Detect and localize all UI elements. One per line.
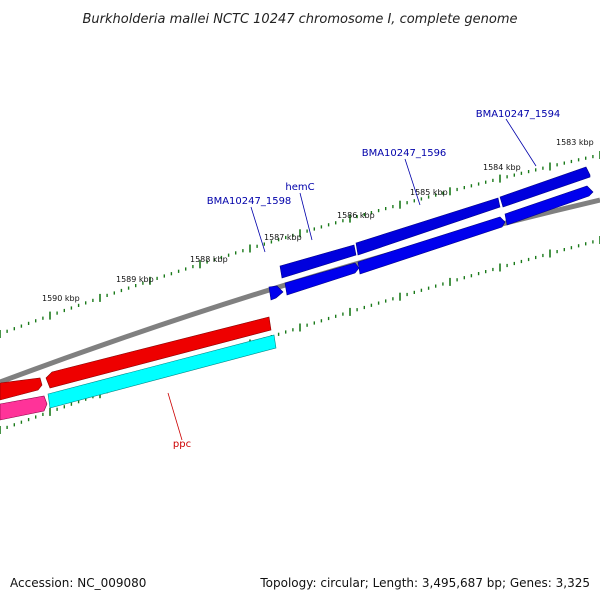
tick-label-1584: 1584 kbp xyxy=(483,163,521,172)
leader-hemc xyxy=(299,192,313,241)
gene-labels: BMA10247_1594 BMA10247_1596 hemC BMA1024… xyxy=(173,109,560,450)
gene-arrow-bma10247-1596[interactable] xyxy=(355,197,501,256)
map-title: Burkholderia mallei NCTC 10247 chromosom… xyxy=(82,12,517,27)
cds-arrow-bma10247-1594[interactable] xyxy=(504,185,594,226)
cds-arrow-bma10247-1598[interactable] xyxy=(268,285,284,301)
tick-label-1585: 1585 kbp xyxy=(410,188,448,197)
forward-cds-track xyxy=(268,185,594,301)
tick-label-1588: 1588 kbp xyxy=(190,255,228,264)
label-bma10247-1594[interactable]: BMA10247_1594 xyxy=(476,109,561,120)
gene-arrow-ppc[interactable] xyxy=(45,316,272,389)
tick-label-1589: 1589 kbp xyxy=(116,275,154,284)
upper-tick-track xyxy=(0,151,600,338)
reverse-gene-track xyxy=(0,316,277,421)
cds-arrow-left-pink[interactable] xyxy=(0,395,48,421)
cds-arrow-ppc[interactable] xyxy=(47,334,277,409)
gene-arrow-bma10247-1594[interactable] xyxy=(499,166,591,208)
leader-bma10247-1594 xyxy=(505,118,537,167)
label-bma10247-1596[interactable]: BMA10247_1596 xyxy=(362,148,447,159)
gene-arrow-hemc[interactable] xyxy=(279,244,357,279)
leader-bma10247-1596 xyxy=(404,158,421,206)
leader-bma10247-1598 xyxy=(250,206,266,253)
label-ppc[interactable]: ppc xyxy=(173,439,191,450)
label-hemc[interactable]: hemC xyxy=(285,182,314,193)
tick-label-1590: 1590 kbp xyxy=(42,294,80,303)
cds-arrow-bma10247-1596[interactable] xyxy=(357,216,506,275)
gene-arrow-left-red[interactable] xyxy=(0,377,43,401)
accession-text: Accession: NC_009080 xyxy=(10,576,147,590)
leader-lines xyxy=(167,118,537,441)
cds-arrow-hemc[interactable] xyxy=(284,262,360,296)
genome-summary-text: Topology: circular; Length: 3,495,687 bp… xyxy=(260,576,590,590)
tick-label-1583: 1583 kbp xyxy=(556,138,594,147)
tick-label-1586: 1586 kbp xyxy=(337,211,375,220)
tick-labels: 1583 kbp 1584 kbp 1585 kbp 1586 kbp 1587… xyxy=(42,138,594,303)
leader-ppc xyxy=(167,392,183,441)
label-bma10247-1598[interactable]: BMA10247_1598 xyxy=(207,196,292,207)
tick-label-1587: 1587 kbp xyxy=(264,233,302,242)
forward-gene-track xyxy=(279,166,591,279)
